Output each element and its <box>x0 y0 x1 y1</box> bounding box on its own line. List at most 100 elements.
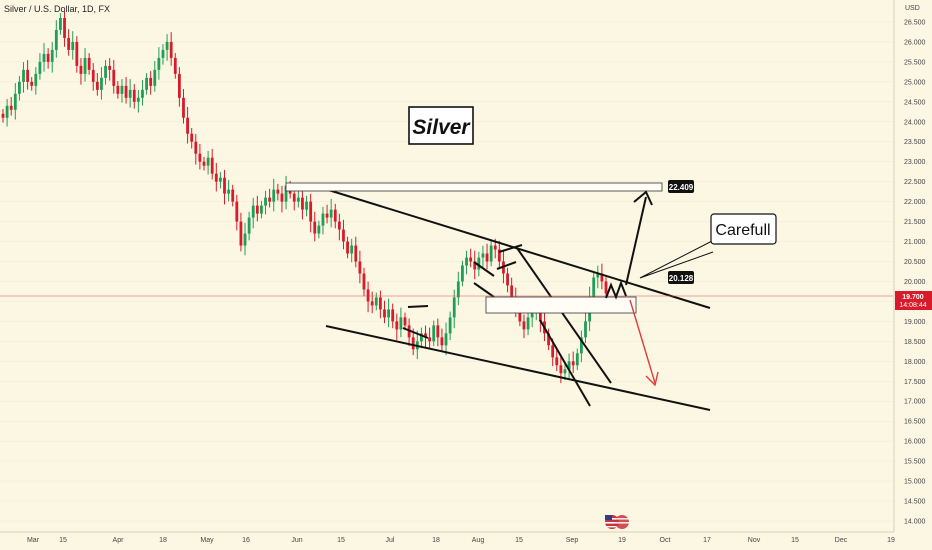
candle-body <box>91 69 95 82</box>
candle-body <box>510 285 514 298</box>
candle-body <box>428 337 432 342</box>
flag-upper-3 <box>498 244 523 253</box>
candle-body <box>100 77 103 90</box>
candle-body <box>530 313 534 318</box>
candle-body <box>18 81 21 94</box>
flag-lower-3 <box>496 261 517 270</box>
candle-body <box>46 53 50 62</box>
candle-body <box>436 325 440 338</box>
candle-body <box>547 333 550 346</box>
candle-body <box>403 317 407 326</box>
time-tick: 19 <box>618 537 626 544</box>
candle-body <box>563 369 567 374</box>
breakout-label: 20.128 <box>669 274 694 283</box>
price-tick: 15.500 <box>904 459 926 466</box>
candle-body <box>477 257 481 270</box>
resistance-label: 22.409 <box>669 183 694 192</box>
candle-body <box>538 309 542 322</box>
candle-body <box>374 297 378 306</box>
candle-body <box>337 221 341 230</box>
candle-body <box>75 41 79 66</box>
candle-body <box>255 205 259 214</box>
title-box <box>408 106 474 145</box>
candle-body <box>177 73 181 98</box>
price-tick: 18.000 <box>904 359 926 366</box>
candle-body <box>42 53 46 62</box>
trend-drawings <box>308 183 711 411</box>
price-tick: 25.500 <box>904 59 926 66</box>
candle-body <box>567 361 571 370</box>
us-flag-icon[interactable] <box>605 515 629 529</box>
price-tick: 24.000 <box>904 119 926 126</box>
time-tick: Nov <box>748 537 761 544</box>
time-tick: Sep <box>566 537 579 544</box>
chart-grid <box>0 21 894 522</box>
time-tick: 15 <box>337 537 345 544</box>
candle-body <box>50 49 54 62</box>
candle-body <box>13 93 17 110</box>
candle-body <box>350 245 354 254</box>
candle-body <box>333 209 337 222</box>
candle-body <box>239 221 243 246</box>
candle-body <box>469 257 473 262</box>
candle-body <box>280 193 284 202</box>
candle-body <box>206 157 210 166</box>
candle-body <box>489 245 493 262</box>
candle-body <box>571 361 575 366</box>
price-tick: 18.500 <box>904 339 926 346</box>
candle-body <box>370 301 374 306</box>
candle-body <box>87 57 91 70</box>
price-tick: 16.500 <box>904 419 926 426</box>
candle-body <box>522 321 526 330</box>
candle-body <box>387 309 390 318</box>
time-tick: May <box>200 537 214 544</box>
time-tick: 15 <box>791 537 799 544</box>
price-tick: 19.000 <box>904 319 926 326</box>
candle-body <box>440 337 444 346</box>
last-price-tag <box>895 291 932 310</box>
candle-body <box>120 85 124 94</box>
price-tick: 24.500 <box>904 99 926 106</box>
candle-body <box>444 333 448 346</box>
candle-body <box>362 273 366 290</box>
bull-arrow-shaft <box>625 196 647 286</box>
time-tick: Oct <box>660 537 671 544</box>
price-tick: 23.500 <box>904 139 926 146</box>
candle-body <box>325 213 329 218</box>
candle-body <box>481 253 485 258</box>
candle-body <box>473 261 477 270</box>
price-axis-ticks: 26.500 26.000 25.500 25.000 24.500 24.000 23.5… <box>904 19 926 525</box>
candle-body <box>251 205 255 218</box>
steep-channel-lower <box>539 319 591 407</box>
candle-body <box>317 225 321 234</box>
candle-body <box>223 177 226 194</box>
candle-body <box>284 185 288 202</box>
candle-body <box>305 201 308 210</box>
zigzag-path <box>605 280 627 300</box>
candle-body <box>231 189 235 202</box>
upper-channel-line <box>308 183 711 309</box>
candle-body <box>79 65 83 74</box>
candle-body <box>452 297 456 318</box>
time-tick: 18 <box>159 537 167 544</box>
time-tick: Jun <box>291 537 302 544</box>
candle-body <box>465 257 468 266</box>
breakout-label-bg <box>668 271 694 284</box>
candle-body <box>26 69 30 82</box>
candle-body <box>551 345 555 358</box>
candle-body <box>153 69 157 86</box>
candle-body <box>173 57 177 74</box>
candle-body <box>182 97 185 118</box>
price-tick: 26.500 <box>904 19 926 26</box>
candle-body <box>190 133 194 142</box>
candle-body <box>108 65 112 70</box>
candle-body <box>34 73 38 86</box>
candlestick-series <box>1 11 608 384</box>
candle-body <box>198 153 202 162</box>
candle-body <box>260 205 263 214</box>
candle-body <box>268 197 272 202</box>
candle-body <box>313 221 317 234</box>
time-tick: Jul <box>386 537 395 544</box>
bull-arrowhead <box>633 190 653 206</box>
